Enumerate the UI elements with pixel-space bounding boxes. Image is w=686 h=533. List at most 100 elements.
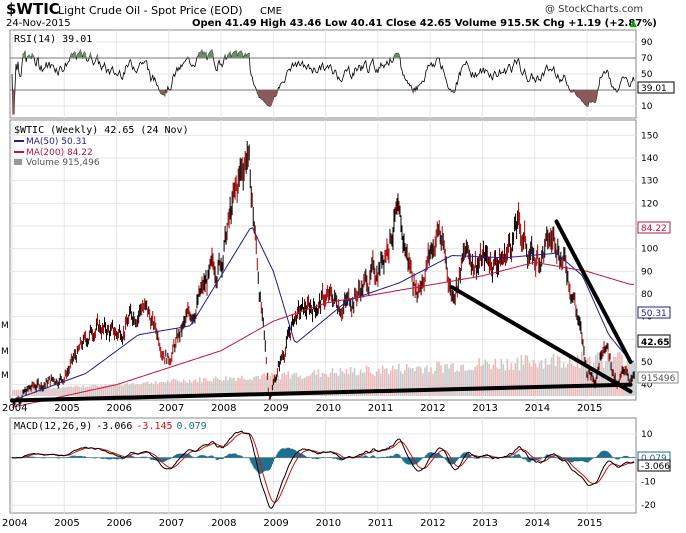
volume-bar xyxy=(490,369,493,396)
volume-bar xyxy=(102,386,105,396)
volume-bar xyxy=(395,369,398,396)
x-tick-label-bottom: 2013 xyxy=(472,518,497,529)
volume-bar xyxy=(498,368,501,396)
volume-bar xyxy=(166,380,169,396)
volume-bar xyxy=(90,385,93,396)
instrument-name: Light Crude Oil - Spot Price (EOD) xyxy=(58,4,243,17)
volume-bar xyxy=(414,370,416,396)
volume-bar xyxy=(428,372,430,396)
volume-bar xyxy=(426,365,428,396)
volume-bar xyxy=(588,356,591,396)
volume-bar xyxy=(154,381,157,396)
volume-bar xyxy=(229,377,231,396)
volume-bar xyxy=(416,366,418,396)
macd-legend-hist: 0.079 xyxy=(177,421,207,432)
volume-bar xyxy=(331,368,334,396)
volume-bar xyxy=(233,377,235,396)
volume-bar xyxy=(44,388,46,396)
volume-bar xyxy=(295,372,298,396)
volume-bar xyxy=(601,361,603,396)
volume-bar xyxy=(231,378,233,396)
volume-bar xyxy=(215,376,217,396)
date-label: 24-Nov-2015 xyxy=(6,18,71,29)
volume-bar xyxy=(548,364,551,396)
volume-bar xyxy=(393,369,396,396)
volume-bar xyxy=(52,387,54,396)
x-tick-label-top: 2004 xyxy=(2,403,27,414)
volume-bar xyxy=(156,384,159,396)
volume-bar xyxy=(454,372,456,396)
x-tick-label-bottom: 2007 xyxy=(159,518,184,529)
volume-bar xyxy=(18,389,20,396)
volume-bar xyxy=(377,368,380,396)
macd-plot xyxy=(11,430,635,509)
volume-bar xyxy=(621,354,623,396)
volume-bar xyxy=(301,378,304,396)
volume-bar xyxy=(136,383,139,396)
volume-bar xyxy=(243,378,245,396)
volume-bar xyxy=(307,375,310,396)
volume-bar xyxy=(150,382,153,396)
ma200-value-flag: 84.22 xyxy=(637,221,671,234)
volume-bar xyxy=(496,367,499,396)
volume-bar xyxy=(476,364,478,396)
volume-bar xyxy=(271,373,273,396)
volume-bar xyxy=(38,388,40,396)
volume-bar xyxy=(12,390,14,396)
volume-bar xyxy=(406,364,408,396)
volume-bar xyxy=(164,382,167,396)
x-tick-label-top: 2012 xyxy=(420,403,445,414)
volume-bar xyxy=(363,372,366,396)
volume-bar xyxy=(609,353,611,396)
m-label-3: M xyxy=(1,371,9,381)
volume-bar xyxy=(122,385,125,396)
watermark: @ StockCharts.com xyxy=(545,4,643,15)
volume-bar xyxy=(472,370,474,396)
volume-bar xyxy=(353,367,356,396)
volume-bar xyxy=(40,388,42,396)
volume-bar xyxy=(74,385,76,396)
volume-bar xyxy=(313,370,316,396)
svg-text:-3.066: -3.066 xyxy=(641,462,670,472)
volume-bar xyxy=(590,367,593,396)
macd-tick-label: 10 xyxy=(641,430,653,440)
volume-bar xyxy=(341,371,344,396)
volume-bar xyxy=(625,367,627,396)
volume-bar xyxy=(381,365,384,396)
volume-bar xyxy=(223,380,225,396)
macd-signal-line xyxy=(12,432,635,503)
volume-bar xyxy=(251,380,253,396)
x-tick-label-top: 2006 xyxy=(107,403,132,414)
volume-bar xyxy=(225,376,227,396)
volume-bar xyxy=(510,363,513,396)
volume-bar xyxy=(335,373,338,396)
rsi-tick-label: 90 xyxy=(641,38,653,48)
volume-bar xyxy=(446,364,448,396)
volume-bar xyxy=(492,364,495,396)
volume-bar xyxy=(14,389,16,396)
volume-bar xyxy=(470,370,472,396)
volume-bar xyxy=(184,381,187,396)
volume-bar xyxy=(516,357,519,396)
volume-bar xyxy=(422,373,424,396)
volume-bar xyxy=(488,364,491,396)
m-label-1: M xyxy=(1,321,9,331)
volume-bar xyxy=(188,379,191,396)
volume-bar xyxy=(293,372,296,396)
volume-bar xyxy=(530,366,533,396)
volume-bar xyxy=(568,357,571,396)
volume-bar xyxy=(170,379,173,396)
volume-bar xyxy=(311,372,314,396)
volume-bar xyxy=(257,376,259,396)
volume-bar xyxy=(418,366,420,396)
volume-bar xyxy=(369,372,372,396)
volume-bar xyxy=(126,382,129,396)
volume-bar xyxy=(78,386,80,396)
rsi-tick-label: 50 xyxy=(641,70,653,80)
volume-bar xyxy=(253,377,255,396)
volume-bar xyxy=(361,372,364,396)
macd-legend-prefix: MACD(12,26,9) xyxy=(14,421,92,432)
volume-bar xyxy=(202,378,205,396)
volume-bar xyxy=(442,372,444,396)
volume-bar xyxy=(412,367,414,396)
